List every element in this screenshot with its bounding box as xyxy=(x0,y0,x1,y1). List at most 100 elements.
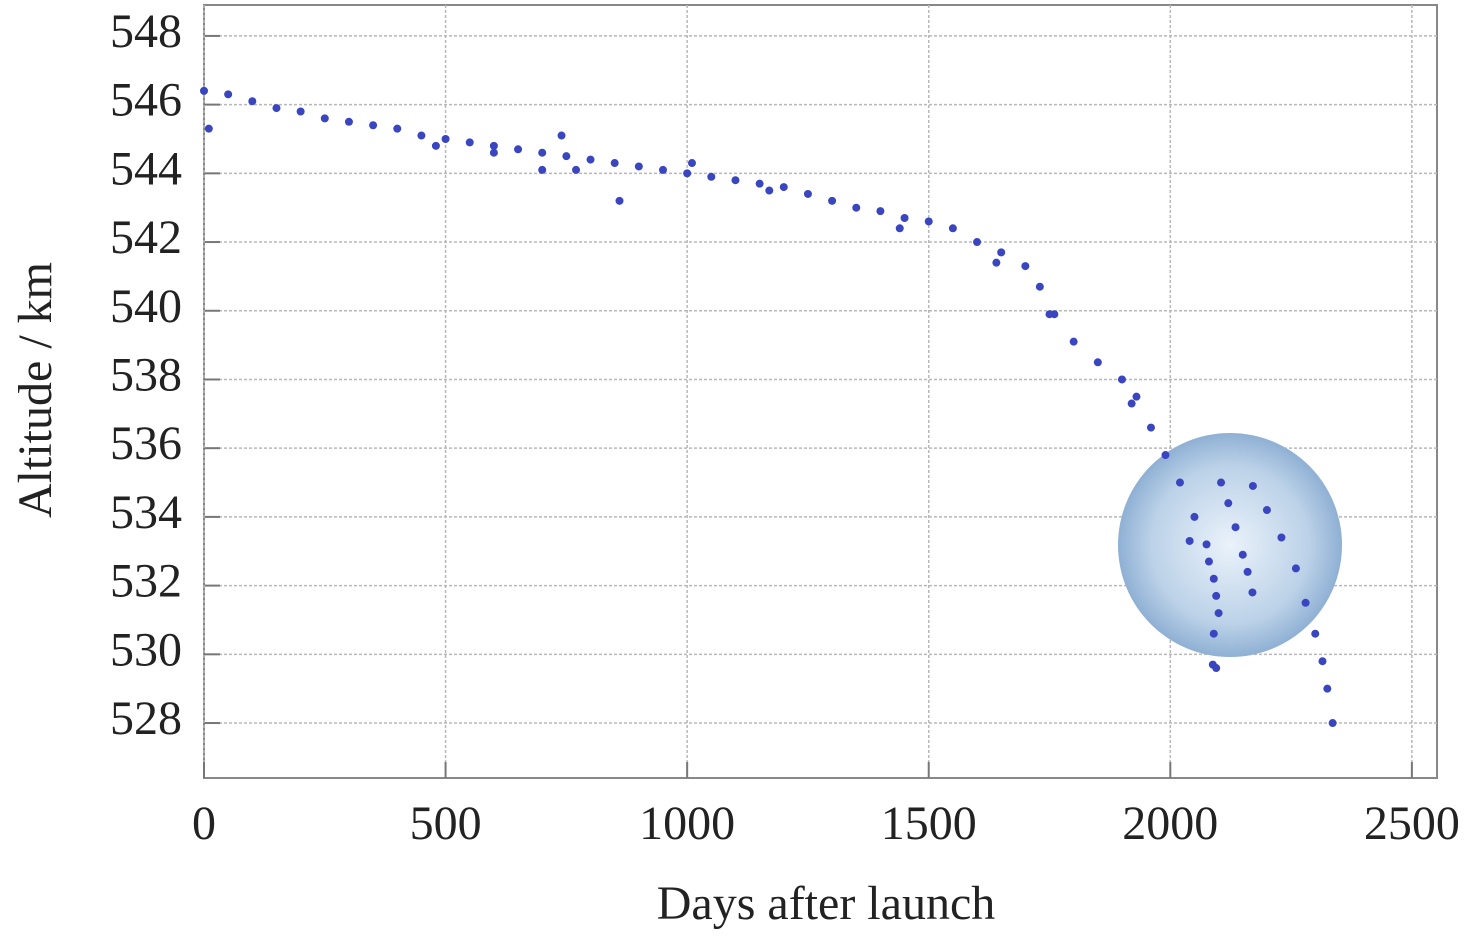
x-axis-label: Days after launch xyxy=(657,877,996,930)
data-point xyxy=(538,148,547,157)
data-point xyxy=(615,196,624,205)
data-point xyxy=(1323,684,1332,693)
x-tick-label: 1500 xyxy=(881,797,977,850)
data-point xyxy=(900,214,909,223)
data-point xyxy=(1045,310,1054,319)
data-point xyxy=(1093,358,1102,367)
y-tick-label: 528 xyxy=(110,692,182,745)
data-point xyxy=(224,90,233,99)
data-point xyxy=(514,145,523,154)
data-point xyxy=(1248,481,1257,490)
y-tick-label: 536 xyxy=(110,417,182,470)
data-point xyxy=(248,97,257,106)
data-point xyxy=(992,258,1001,267)
y-tick-label: 530 xyxy=(110,623,182,676)
data-point xyxy=(1311,629,1320,638)
y-tick-label: 540 xyxy=(110,280,182,333)
y-tick-label: 542 xyxy=(110,211,182,264)
data-point xyxy=(562,152,571,161)
y-axis-label: Altitude / km xyxy=(9,262,62,518)
data-point xyxy=(1035,282,1044,291)
data-point xyxy=(1238,550,1247,559)
data-point xyxy=(895,224,904,233)
data-point xyxy=(997,248,1006,257)
data-point xyxy=(765,186,774,195)
data-point xyxy=(1212,664,1221,673)
data-point xyxy=(1328,719,1337,728)
data-point xyxy=(683,169,692,178)
data-point xyxy=(1146,423,1155,432)
data-point xyxy=(1204,557,1213,566)
data-point xyxy=(1202,540,1211,549)
data-point xyxy=(369,121,378,130)
data-point xyxy=(489,141,498,150)
data-point xyxy=(1301,598,1310,607)
data-point xyxy=(924,217,933,226)
data-point xyxy=(1224,499,1233,508)
data-point xyxy=(1243,567,1252,576)
data-point xyxy=(1248,588,1257,597)
x-tick-label: 500 xyxy=(410,797,482,850)
plot-frame xyxy=(203,4,1438,779)
data-point xyxy=(687,159,696,168)
data-point xyxy=(1262,506,1271,515)
data-point xyxy=(1190,512,1199,521)
data-point xyxy=(586,155,595,164)
data-point xyxy=(779,183,788,192)
data-point xyxy=(707,172,716,181)
data-point xyxy=(658,165,667,174)
y-tick-label: 548 xyxy=(110,5,182,58)
x-tick-label: 0 xyxy=(192,797,216,850)
x-tick-label: 2000 xyxy=(1122,797,1218,850)
data-point xyxy=(1231,523,1240,532)
data-point xyxy=(1175,478,1184,487)
data-point xyxy=(465,138,474,147)
data-point xyxy=(1069,337,1078,346)
data-point xyxy=(296,107,305,116)
y-tick-label: 544 xyxy=(110,142,182,195)
data-point xyxy=(1217,478,1226,487)
data-point xyxy=(557,131,566,140)
data-point xyxy=(1214,609,1223,618)
data-point xyxy=(610,159,619,168)
data-point xyxy=(1185,536,1194,545)
data-point xyxy=(538,165,547,174)
data-point xyxy=(200,86,208,95)
data-point xyxy=(1212,591,1221,600)
data-point xyxy=(1161,451,1170,460)
data-point xyxy=(1127,399,1136,408)
data-point xyxy=(1277,533,1286,542)
data-point xyxy=(417,131,426,140)
data-point xyxy=(1209,574,1218,583)
data-point xyxy=(393,124,402,133)
highlight-circle xyxy=(1118,433,1342,657)
data-point xyxy=(1291,564,1300,573)
x-tick-label: 2500 xyxy=(1364,797,1460,850)
data-point xyxy=(755,179,764,188)
data-point xyxy=(572,165,581,174)
data-point xyxy=(852,203,861,212)
data-point xyxy=(344,117,353,126)
data-point xyxy=(1117,375,1126,384)
data-point xyxy=(1209,629,1218,638)
data-point xyxy=(441,134,450,143)
data-point xyxy=(431,141,440,150)
data-point xyxy=(1132,392,1141,401)
data-point xyxy=(1318,657,1327,666)
data-point xyxy=(489,148,498,157)
data-point xyxy=(272,104,281,113)
data-point xyxy=(1021,262,1030,271)
data-point xyxy=(828,196,837,205)
data-point xyxy=(803,189,812,198)
data-point xyxy=(876,207,885,216)
data-point xyxy=(731,176,740,185)
data-point xyxy=(204,124,213,133)
data-point xyxy=(948,224,957,233)
y-tick-label: 532 xyxy=(110,555,182,608)
y-tick-label: 538 xyxy=(110,348,182,401)
data-point xyxy=(634,162,643,171)
data-point xyxy=(973,238,982,247)
x-tick-label: 1000 xyxy=(639,797,735,850)
y-tick-label: 534 xyxy=(110,486,182,539)
